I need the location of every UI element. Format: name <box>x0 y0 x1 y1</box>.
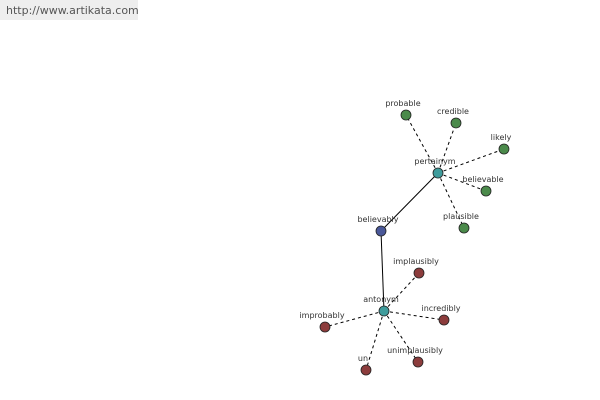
word-label[interactable]: likely <box>491 133 512 142</box>
word-label[interactable]: incredibly <box>421 304 460 313</box>
word-label[interactable]: credible <box>437 107 469 116</box>
word-node[interactable] <box>378 305 390 317</box>
word-label[interactable]: plausible <box>443 212 479 221</box>
word-label[interactable]: probable <box>385 99 420 108</box>
edge <box>405 114 439 174</box>
word-node[interactable] <box>498 143 510 155</box>
edge <box>380 230 385 312</box>
word-node[interactable] <box>432 167 444 179</box>
word-node[interactable] <box>360 364 372 376</box>
word-node[interactable] <box>458 222 470 234</box>
edge <box>437 172 465 229</box>
edge <box>383 310 445 321</box>
word-node[interactable] <box>413 267 425 279</box>
edge <box>383 272 420 312</box>
word-node[interactable] <box>412 356 424 368</box>
word-node[interactable] <box>480 185 492 197</box>
edge <box>437 172 487 192</box>
site-url[interactable]: http://www.artikata.com <box>0 0 139 20</box>
word-label[interactable]: believably <box>357 215 398 224</box>
word-node[interactable] <box>375 225 387 237</box>
edge <box>437 122 457 174</box>
word-label[interactable]: unimplausibly <box>387 346 443 355</box>
word-node[interactable] <box>319 321 331 333</box>
word-node[interactable] <box>400 109 412 121</box>
edge <box>324 310 385 328</box>
word-label[interactable]: pertainym <box>414 157 455 166</box>
edge <box>365 310 385 371</box>
edge <box>380 172 439 232</box>
word-label[interactable]: antonym <box>363 295 399 304</box>
word-label[interactable]: implausibly <box>393 257 439 266</box>
word-label[interactable]: improbably <box>299 311 344 320</box>
word-node[interactable] <box>438 314 450 326</box>
word-label[interactable]: believable <box>462 175 503 184</box>
word-label[interactable]: un <box>358 354 368 363</box>
edge <box>383 310 419 363</box>
word-node[interactable] <box>450 117 462 129</box>
